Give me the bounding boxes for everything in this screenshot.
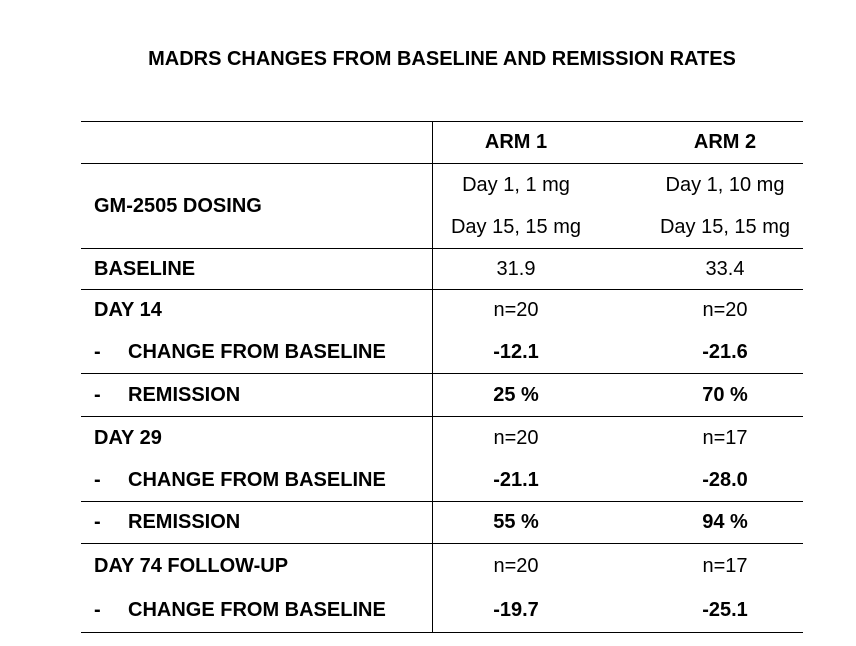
day14-label-cell: DAY 14 - CHANGE FROM BASELINE	[81, 290, 432, 373]
remission14-label: REMISSION	[128, 383, 241, 406]
baseline-label: BASELINE	[94, 257, 196, 280]
row-remission14: - REMISSION 25 % 70 %	[81, 374, 803, 417]
dosing-values: Day 1, 1 mg Day 1, 10 mg Day 15, 15 mg D…	[432, 164, 803, 248]
column-header-arm2: ARM 2	[693, 131, 757, 153]
baseline-label-cell: BASELINE	[81, 249, 432, 289]
remission29-arm1-value: 55 %	[493, 511, 539, 533]
remission29-label-line: - REMISSION	[94, 502, 432, 543]
table-header-row: ARM 1 ARM 2	[81, 122, 803, 164]
remission29-values: 55 % 94 %	[432, 502, 803, 543]
dosing-label: GM-2505 DOSING	[94, 194, 262, 217]
dash-bullet: -	[94, 511, 101, 533]
day29-change-label: CHANGE FROM BASELINE	[128, 468, 386, 491]
day14-arm1-n: n=20	[493, 299, 539, 322]
day29-change-label-line: - CHANGE FROM BASELINE	[94, 459, 432, 501]
remission14-arm1-value: 25 %	[493, 383, 539, 406]
day74-change-label: CHANGE FROM BASELINE	[128, 598, 386, 621]
remission14-label-cell: - REMISSION	[81, 374, 432, 416]
dash-bullet: -	[94, 340, 101, 363]
day14-change-label: CHANGE FROM BASELINE	[128, 340, 386, 363]
day14-label: DAY 14	[94, 299, 162, 322]
day29-arm2-n: n=17	[702, 426, 748, 449]
day29-values: n=20 n=17 -21.1 -28.0	[432, 417, 803, 501]
remission14-values: 25 % 70 %	[432, 374, 803, 416]
dash-bullet: -	[94, 598, 101, 621]
baseline-arm2-value: 33.4	[705, 257, 745, 280]
dosing-arm2-day15: Day 15, 15 mg	[659, 215, 791, 238]
day29-arm2-change: -28.0	[702, 468, 748, 491]
column-header-arm1: ARM 1	[484, 131, 548, 153]
day29-label-cell: DAY 29 - CHANGE FROM BASELINE	[81, 417, 432, 501]
remission29-label-cell: - REMISSION	[81, 502, 432, 543]
remission29-label: REMISSION	[128, 511, 241, 533]
dash-bullet: -	[94, 383, 101, 406]
baseline-values: 31.9 33.4	[432, 249, 803, 289]
row-day74: DAY 74 FOLLOW-UP - CHANGE FROM BASELINE …	[81, 544, 803, 633]
day74-arm2-change: -25.1	[702, 598, 748, 621]
day74-values: n=20 n=17 -19.7 -25.1	[432, 544, 803, 632]
page-title: MADRS CHANGES FROM BASELINE AND REMISSIO…	[148, 48, 736, 70]
row-baseline: BASELINE 31.9 33.4	[81, 249, 803, 290]
dosing-arm1-day15: Day 15, 15 mg	[450, 215, 582, 238]
day74-label-cell: DAY 74 FOLLOW-UP - CHANGE FROM BASELINE	[81, 544, 432, 632]
row-day14: DAY 14 - CHANGE FROM BASELINE n=20 n=20 …	[81, 290, 803, 374]
day29-arm1-change: -21.1	[493, 468, 539, 491]
header-empty-cell	[81, 122, 432, 163]
day14-values: n=20 n=20 -12.1 -21.6	[432, 290, 803, 373]
remission14-arm2-value: 70 %	[702, 383, 748, 406]
dosing-arm1-day1: Day 1, 1 mg	[462, 173, 570, 196]
day14-change-label-line: - CHANGE FROM BASELINE	[94, 332, 432, 374]
dosing-label-cell: GM-2505 DOSING	[81, 164, 432, 248]
day14-arm2-change: -21.6	[702, 340, 748, 363]
day29-arm1-n: n=20	[493, 426, 539, 449]
day29-label: DAY 29	[94, 426, 162, 449]
madrs-table: ARM 1 ARM 2 GM-2505 DOSING Day 1, 1 mg D…	[81, 121, 803, 633]
day14-arm2-n: n=20	[702, 299, 748, 322]
row-day29: DAY 29 - CHANGE FROM BASELINE n=20 n=17 …	[81, 417, 803, 502]
day74-arm1-change: -19.7	[493, 598, 539, 621]
row-dosing: GM-2505 DOSING Day 1, 1 mg Day 1, 10 mg …	[81, 164, 803, 249]
day74-label: DAY 74 FOLLOW-UP	[94, 554, 289, 577]
day74-arm1-n: n=20	[493, 554, 539, 577]
day74-change-label-line: - CHANGE FROM BASELINE	[94, 588, 432, 632]
dash-bullet: -	[94, 468, 101, 491]
dosing-arm2-day1: Day 1, 10 mg	[665, 173, 785, 196]
remission29-arm2-value: 94 %	[702, 511, 748, 533]
remission14-label-line: - REMISSION	[94, 374, 432, 416]
day14-arm1-change: -12.1	[493, 340, 539, 363]
header-values: ARM 1 ARM 2	[432, 122, 803, 163]
day74-arm2-n: n=17	[702, 554, 748, 577]
baseline-arm1-value: 31.9	[496, 257, 536, 280]
row-remission29: - REMISSION 55 % 94 %	[81, 502, 803, 544]
